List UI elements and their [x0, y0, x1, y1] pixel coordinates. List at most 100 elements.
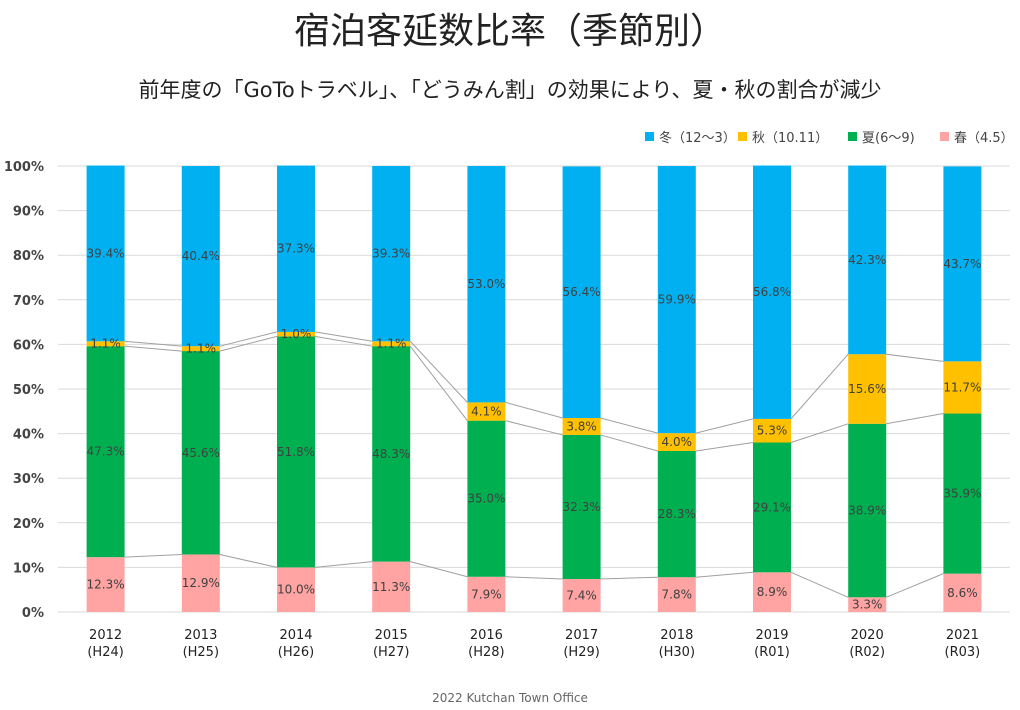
y-tick-label: 100% [4, 160, 44, 175]
bar-segment [753, 418, 791, 443]
bar-segment [848, 354, 887, 424]
series-line [314, 561, 373, 568]
bar-segment [943, 166, 982, 362]
data-label: 11.3% [372, 580, 410, 594]
x-tick-label: 2012 [89, 628, 122, 643]
chart-title: 宿泊客延数比率（季節別） [293, 11, 726, 52]
series-line [409, 340, 468, 403]
bar-segment [181, 346, 220, 352]
data-label: 4.1% [471, 405, 502, 419]
x-tick-label: 2014 [279, 628, 312, 643]
footer-credit: 2022 Kutchan Town Office [432, 691, 588, 705]
legend-swatch [940, 132, 949, 141]
bar-segment [86, 165, 125, 342]
x-tick-label: (R01) [754, 645, 790, 660]
x-tick-label: 2015 [375, 628, 408, 643]
series-line [410, 561, 468, 578]
legend-swatch [738, 132, 747, 141]
bar-segment [467, 402, 506, 421]
y-tick-label: 10% [13, 561, 44, 576]
bar-segment [753, 442, 791, 573]
data-label: 35.9% [943, 487, 981, 501]
series-line [505, 420, 563, 436]
legend-swatch [645, 132, 654, 141]
data-label: 12.3% [87, 578, 125, 592]
x-tick-label: (H27) [373, 645, 409, 660]
series-line [600, 576, 658, 580]
series-line [314, 331, 373, 342]
x-tick-label: (H30) [659, 645, 695, 660]
series-line [124, 553, 182, 558]
data-label: 28.3% [658, 507, 696, 521]
bar-segment [181, 351, 220, 555]
x-tick-label: (H26) [278, 645, 314, 660]
x-tick-label: 2013 [184, 628, 217, 643]
series-line [600, 417, 658, 434]
bar-segment [657, 166, 696, 434]
bar-segment [943, 361, 982, 414]
data-label: 1.1% [186, 342, 217, 356]
data-label: 32.3% [563, 500, 601, 514]
bar-segment [657, 433, 696, 451]
data-label: 40.4% [182, 249, 220, 263]
bar-segment [657, 577, 696, 612]
data-label: 4.0% [662, 435, 693, 449]
data-label: 39.3% [372, 247, 410, 261]
x-tick-label: (H25) [183, 645, 219, 660]
data-label: 29.1% [753, 500, 791, 514]
bar-segment [86, 341, 125, 347]
x-tick-label: 2017 [565, 628, 598, 643]
bar-segment [372, 341, 411, 347]
y-tick-label: 30% [13, 472, 44, 487]
data-label: 37.3% [277, 242, 315, 256]
bar-segment [467, 166, 506, 403]
series-line [886, 413, 944, 425]
data-label: 3.3% [852, 598, 883, 612]
series-line [790, 571, 849, 598]
series-line [790, 353, 849, 420]
data-label: 12.9% [182, 576, 220, 590]
y-tick-label: 80% [13, 249, 44, 264]
data-label: 8.6% [947, 586, 978, 600]
x-tick-label: (H29) [563, 645, 599, 660]
legend-label: 春（4.5） [954, 131, 1014, 146]
series-line [314, 335, 373, 347]
bar-segment [86, 346, 125, 558]
data-label: 38.9% [848, 504, 886, 518]
bar-segment [562, 578, 601, 612]
bar-segment [372, 561, 411, 612]
data-label: 1.1% [376, 337, 407, 351]
data-label: 35.0% [467, 492, 505, 506]
bar-segment [562, 434, 601, 579]
bar-segment [753, 572, 791, 612]
series-line [695, 442, 754, 452]
data-label: 45.6% [182, 446, 220, 460]
x-tick-label: 2018 [660, 628, 693, 643]
data-label: 59.9% [658, 293, 696, 307]
bar-segment [86, 557, 125, 612]
series-line [409, 345, 468, 421]
y-tick-label: 20% [13, 517, 44, 532]
x-tick-label: 2021 [946, 628, 979, 643]
bar-segment [562, 166, 601, 418]
bar-segment [277, 331, 315, 337]
legend-label: 冬（12～3） [659, 130, 736, 146]
bar-segment [277, 336, 315, 568]
legend-swatch [848, 132, 857, 141]
y-tick-label: 50% [13, 383, 44, 398]
data-label: 11.7% [943, 380, 981, 394]
data-label: 43.7% [943, 257, 981, 271]
legend-label: 夏(6～9) [862, 131, 915, 146]
data-label: 8.9% [757, 585, 788, 599]
data-label: 7.9% [471, 587, 502, 601]
data-label: 5.3% [757, 424, 788, 438]
x-tick-label: (R03) [945, 645, 981, 660]
series-line [219, 331, 278, 347]
series-line [505, 576, 563, 580]
series-line [886, 573, 944, 598]
series-line [219, 553, 278, 568]
data-label: 3.8% [566, 419, 597, 433]
data-label: 39.4% [87, 246, 125, 260]
bar-segment [277, 567, 315, 612]
data-label: 15.6% [848, 382, 886, 396]
